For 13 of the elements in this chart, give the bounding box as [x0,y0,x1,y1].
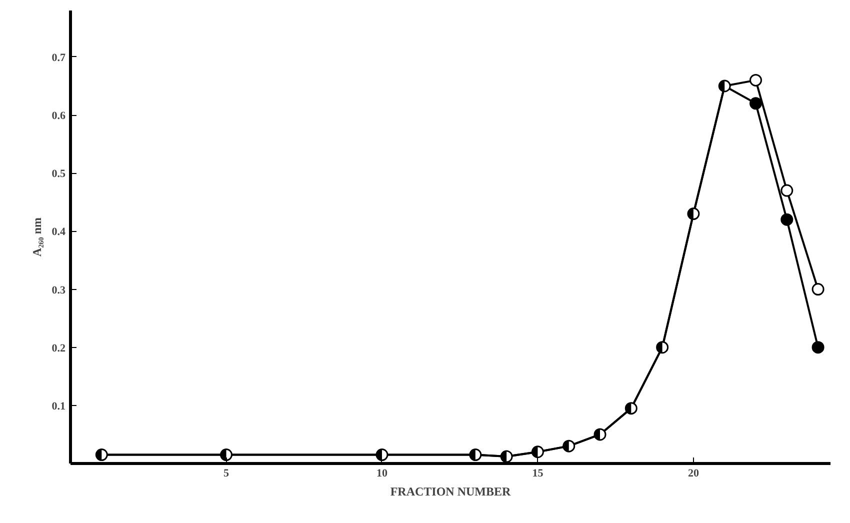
y-tick-label: 0.7 [52,52,66,64]
y-tick-label: 0.1 [52,400,66,412]
x-axis-title: FRACTION NUMBER [390,484,511,498]
x-tick-label: 20 [688,468,700,480]
y-tick-label: 0.5 [52,168,66,180]
x-tick-label: 10 [376,468,388,480]
y-tick-label: 0.2 [52,342,66,354]
y-tick-label: 0.4 [52,226,66,238]
y-tick-label: 0.6 [52,110,66,122]
y-tick-label: 0.3 [52,284,66,296]
x-tick-label: 15 [532,468,544,480]
y-axis-title: A₂₆₀ nm [30,217,44,257]
x-tick-label: 5 [223,468,230,480]
